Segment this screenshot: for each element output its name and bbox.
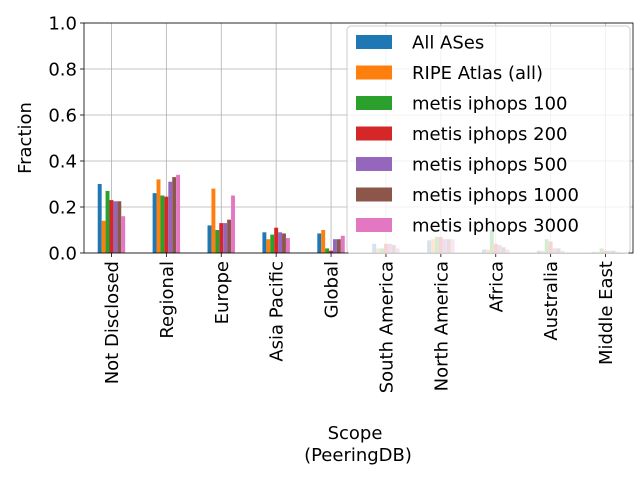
y-tick-label: 0.0 [48,244,77,265]
legend-label: metis iphops 500 [412,155,568,176]
bar [321,230,326,253]
x-axis-label-line-1: Scope [328,423,383,444]
bar [329,250,334,253]
bar [152,193,157,253]
bar [207,225,212,253]
legend-box [346,25,631,254]
legend-label: metis iphops 1000 [412,185,579,206]
legend-swatch [356,35,392,49]
y-tick-label: 1.0 [48,14,77,35]
bar [223,223,228,253]
bar [340,235,345,253]
bar [121,216,126,253]
legend-swatch [356,126,392,141]
bar [227,219,232,253]
bar [219,223,224,253]
legend-swatch [356,65,392,80]
legend-label: metis iphops 100 [412,94,568,115]
bar [101,220,106,253]
x-tick-label: North America [431,261,452,391]
y-axis-label: Fraction [15,102,36,174]
bar [109,200,114,253]
legend-swatch [356,96,392,110]
x-tick-label: Middle East [596,261,617,365]
bar [168,181,173,253]
bar [282,233,286,253]
bar [105,190,110,253]
bar [172,177,177,253]
bar [333,239,337,253]
x-tick-label: Asia Pacific [267,261,288,362]
y-tick-label: 0.6 [48,106,77,127]
legend-swatch [356,218,392,232]
bar [274,227,279,253]
bar [156,179,161,253]
x-tick-label: Australia [541,261,562,341]
bar [215,230,220,253]
y-axis-ticks: 0.0 0.2 0.4 0.6 0.8 1.0 [48,14,84,265]
legend-label: RIPE Atlas (all) [412,63,543,84]
y-tick-label: 0.8 [48,60,77,81]
x-tick-label: Not Disclosed [102,261,123,384]
y-tick-label: 0.4 [48,152,77,173]
bar [262,232,267,253]
bar [117,201,122,253]
legend-label: All ASes [412,33,484,54]
x-axis-ticks: Not Disclosed Regional Europe Asia Pacific G… [102,253,617,393]
bar [231,195,235,253]
legend: All ASes RIPE Atlas (all) metis iphops 100… [346,25,631,254]
x-tick-label: South America [376,261,397,393]
bar [266,239,271,253]
x-tick-label: Europe [212,261,233,324]
bar [336,239,341,253]
bar [97,184,102,253]
x-axis-label-line-2: (PeeringDB) [304,445,412,466]
legend-swatch [356,187,392,202]
bar [285,238,290,253]
legend-label: metis iphops 200 [412,124,568,145]
legend-swatch [356,157,392,171]
x-tick-label: Africa [486,261,507,312]
bar [278,232,283,253]
bar [325,248,330,253]
legend-label: metis iphops 3000 [412,216,579,237]
bar [176,174,181,253]
y-tick-label: 0.2 [48,198,77,219]
bar [164,196,169,253]
bar [113,201,118,253]
x-tick-label: Regional [157,261,178,339]
bar [270,234,275,253]
x-tick-label: Global [322,261,343,318]
bar [317,233,322,253]
bar [211,188,216,253]
bar [160,195,165,253]
